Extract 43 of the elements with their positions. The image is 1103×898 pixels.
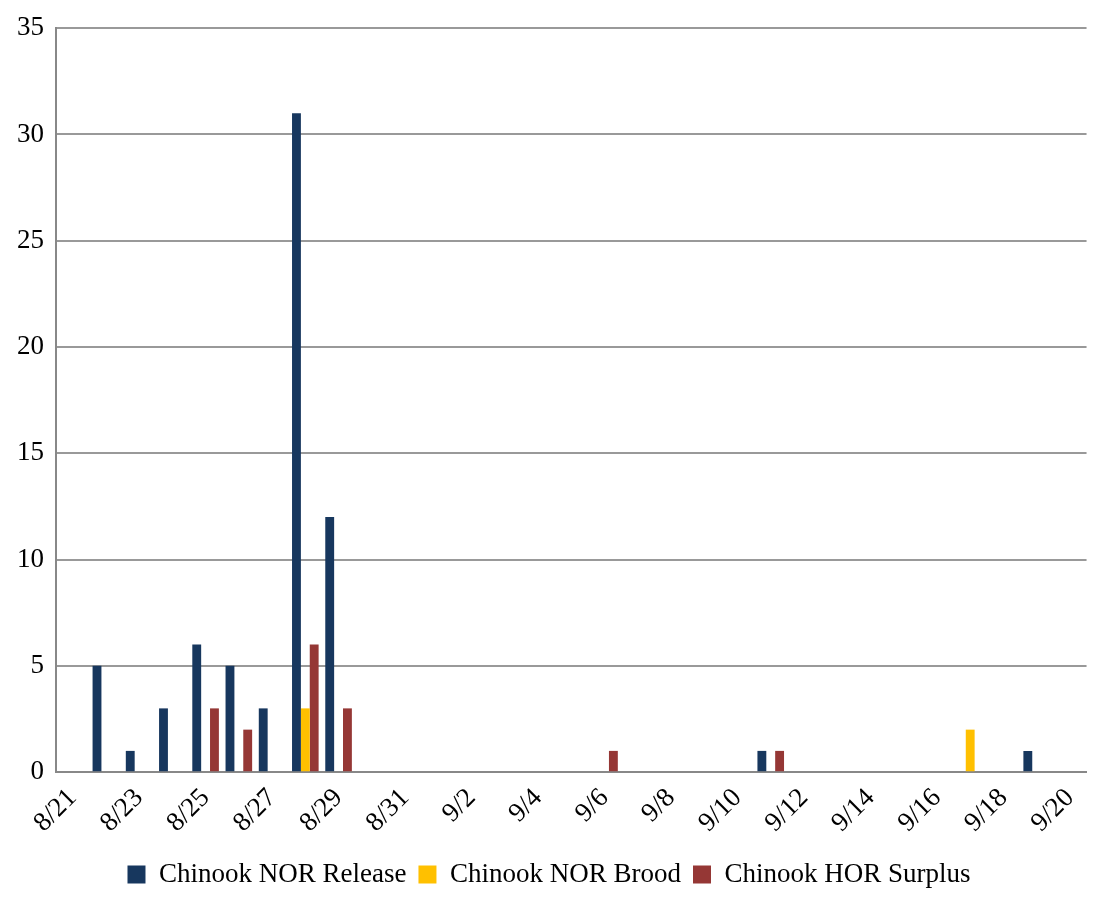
x-tick-label: 9/10 [691, 781, 747, 837]
x-tick-label: 9/18 [957, 781, 1013, 837]
bar [300, 708, 310, 772]
x-tick-label: 8/25 [159, 781, 215, 837]
y-tick-label: 20 [17, 330, 44, 361]
bar [92, 665, 102, 772]
x-tick-label: 8/27 [226, 781, 282, 837]
x-tick-label: 9/20 [1024, 781, 1080, 837]
bar [965, 729, 975, 772]
y-tick-label: 10 [17, 542, 44, 573]
bar [757, 750, 767, 772]
bar [325, 517, 335, 772]
x-tick-label: 9/8 [634, 781, 681, 828]
x-tick-label: 9/2 [435, 781, 481, 828]
y-tick-label: 30 [17, 117, 44, 148]
x-tick-label: 9/6 [568, 781, 614, 828]
x-tick-label: 8/23 [93, 781, 149, 837]
y-tick-label: 5 [30, 648, 44, 679]
bar [243, 729, 253, 772]
legend-label: Chinook HOR Surplus [724, 857, 971, 888]
y-tick-label: 15 [17, 436, 44, 467]
x-tick-label: 8/31 [359, 781, 415, 837]
bar [258, 708, 268, 772]
x-tick-label: 9/14 [824, 781, 881, 837]
x-tick-label: 9/4 [501, 781, 548, 828]
bar [192, 644, 202, 772]
legend-label: Chinook NOR Brood [449, 857, 682, 888]
bar [608, 750, 618, 772]
legend-label: Chinook NOR Release [158, 857, 407, 888]
y-tick-label: 25 [17, 223, 44, 254]
bar [1023, 750, 1033, 772]
bar [210, 708, 219, 772]
x-tick-label: 8/29 [292, 781, 348, 837]
bar [343, 708, 352, 772]
x-tick-label: 9/12 [758, 781, 814, 837]
bar [292, 113, 301, 772]
y-tick-label: 35 [17, 11, 44, 42]
bar [309, 644, 319, 772]
bar [775, 750, 785, 772]
bar [125, 750, 135, 772]
bar [225, 665, 235, 772]
bar [159, 708, 168, 772]
x-tick-label: 9/16 [891, 781, 947, 837]
